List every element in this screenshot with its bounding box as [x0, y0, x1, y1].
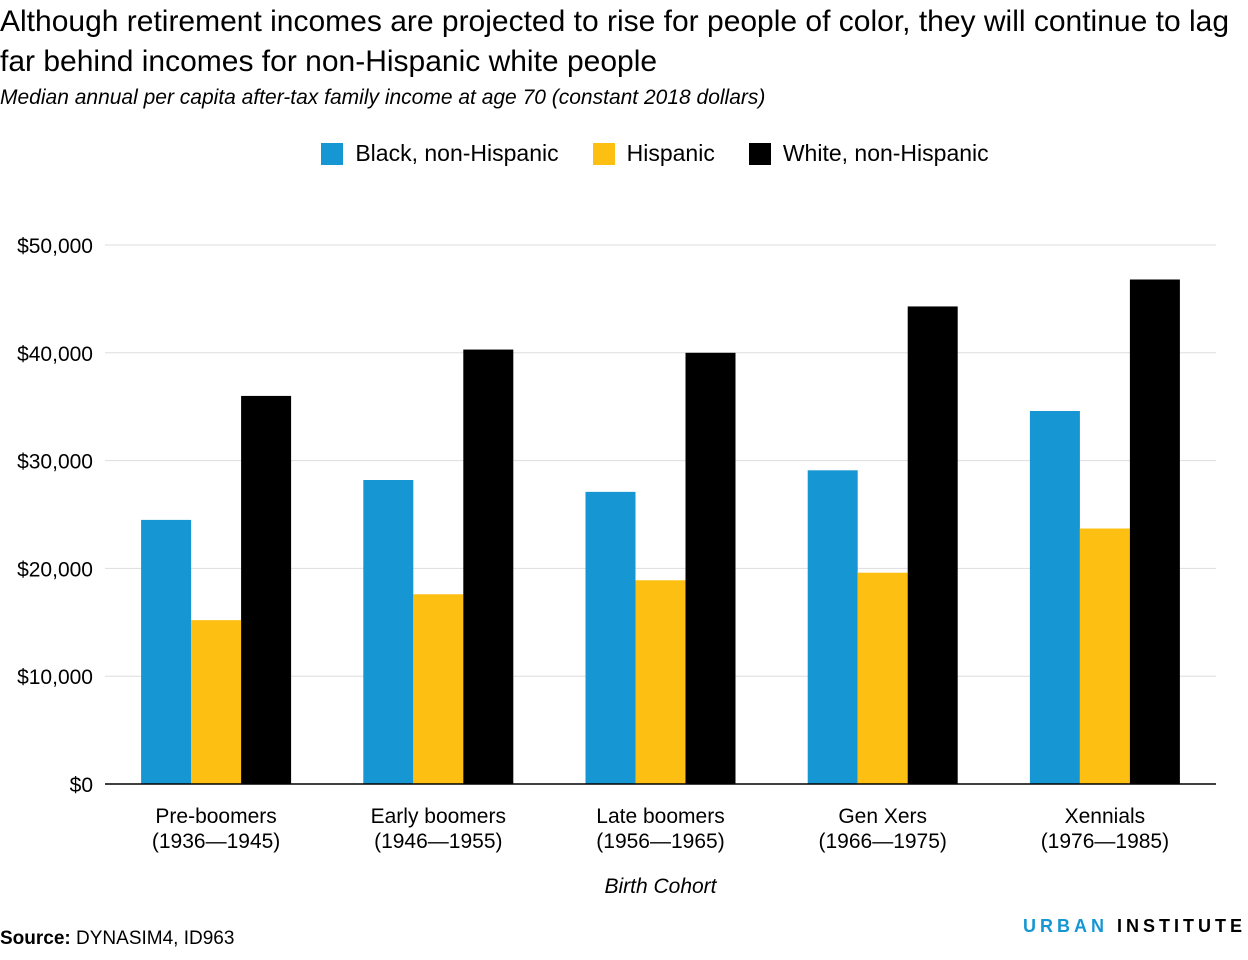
legend-item-white-nh: White, non-Hispanic — [748, 140, 989, 167]
x-tick-label: Gen Xers — [838, 805, 927, 828]
y-tick-label: $40,000 — [17, 343, 93, 366]
y-tick-label: $0 — [70, 774, 93, 797]
bar — [807, 470, 858, 784]
bar — [685, 352, 736, 784]
legend-swatch-black-nh — [321, 142, 344, 165]
legend-swatch-hispanic — [592, 142, 615, 165]
x-tick-label: (1976—1985) — [1041, 830, 1169, 853]
chart-title: Although retirement incomes are projecte… — [0, 5, 1230, 78]
logo-urban: URBAN — [1022, 916, 1108, 936]
y-tick-label: $50,000 — [17, 235, 93, 258]
x-tick-label: Xennials — [1065, 805, 1146, 828]
bar — [1129, 279, 1180, 784]
bar-chart: $0 $10,000 $20,000 $30,000 $40,000 $50,000 Pre… — [17, 235, 1216, 898]
bar — [857, 572, 908, 784]
bar — [191, 620, 242, 784]
legend-label-black-nh: Black, non-Hispanic — [355, 140, 559, 166]
bar — [363, 480, 414, 784]
bar — [585, 491, 636, 784]
urban-institute-logo: URBAN INSTITUTE — [1023, 916, 1246, 937]
y-tick-label: $10,000 — [17, 666, 93, 689]
bar — [141, 519, 192, 784]
bar — [907, 306, 958, 784]
y-tick-label: $20,000 — [17, 558, 93, 581]
x-tick-label: Pre-boomers — [155, 805, 276, 828]
x-tick-label: (1936—1945) — [152, 830, 280, 853]
x-axis-title: Birth Cohort — [604, 875, 717, 898]
logo-institute: INSTITUTE — [1117, 916, 1246, 936]
legend-label-white-nh: White, non-Hispanic — [782, 140, 989, 166]
legend-swatch-white-nh — [748, 142, 771, 165]
x-tick-label: (1966—1975) — [818, 830, 946, 853]
x-tick-label: (1956—1965) — [596, 830, 724, 853]
legend-item-hispanic: Hispanic — [592, 140, 715, 167]
bar — [1029, 411, 1080, 784]
source-text: DYNASIM4, ID963 — [76, 928, 235, 949]
bar — [463, 349, 514, 784]
legend-item-black-nh: Black, non-Hispanic — [321, 140, 559, 167]
legend-label-hispanic: Hispanic — [626, 140, 715, 166]
legend: Black, non-Hispanic Hispanic White, non-… — [0, 140, 1248, 167]
source-label: Source: — [0, 928, 71, 949]
x-tick-label: Early boomers — [371, 805, 506, 828]
source-note: Source: DYNASIM4, ID963 — [0, 928, 234, 950]
bar — [241, 395, 292, 784]
y-tick-label: $30,000 — [17, 451, 93, 474]
chart-subtitle: Median annual per capita after-tax famil… — [0, 86, 766, 109]
x-tick-label: Late boomers — [596, 805, 724, 828]
bar — [635, 580, 686, 784]
x-tick-label: (1946—1955) — [374, 830, 502, 853]
bar — [413, 594, 464, 784]
bar — [1079, 528, 1130, 784]
